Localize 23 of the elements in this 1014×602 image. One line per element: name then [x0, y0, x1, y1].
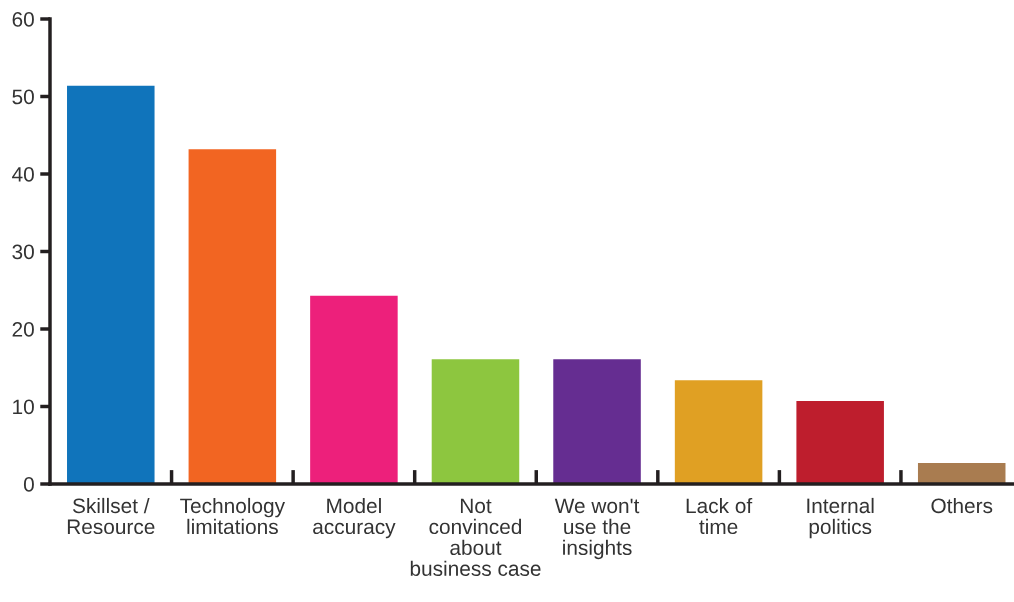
bar: [310, 295, 398, 484]
x-tick-label: Lack of time: [686, 497, 753, 535]
x-tick-label: Skillset / Resource: [67, 497, 155, 535]
bar: [553, 359, 641, 484]
y-tick-label: 20: [12, 322, 34, 337]
y-tick-label: 0: [23, 477, 34, 492]
x-tick-label: Others: [931, 497, 993, 514]
y-tick-label: 10: [13, 399, 34, 415]
bar: [674, 380, 763, 484]
x-tick-label: Not convinced about business case: [410, 498, 541, 576]
x-tick-label: We won't use the insights: [554, 498, 640, 560]
bar: [796, 401, 884, 484]
y-tick-label: 50: [12, 89, 34, 105]
bar: [188, 149, 277, 484]
y-tick-label: 30: [12, 244, 34, 260]
bar: [67, 85, 155, 484]
bar: [917, 463, 1006, 484]
x-tick-label: Internal politics: [807, 497, 874, 539]
y-tick-label: 40: [12, 167, 34, 182]
bar: [431, 359, 520, 484]
y-tick-label: 60: [12, 12, 34, 27]
x-tick-label: Model accuracy: [313, 497, 396, 539]
x-tick-label: Technology limitations: [180, 497, 286, 535]
